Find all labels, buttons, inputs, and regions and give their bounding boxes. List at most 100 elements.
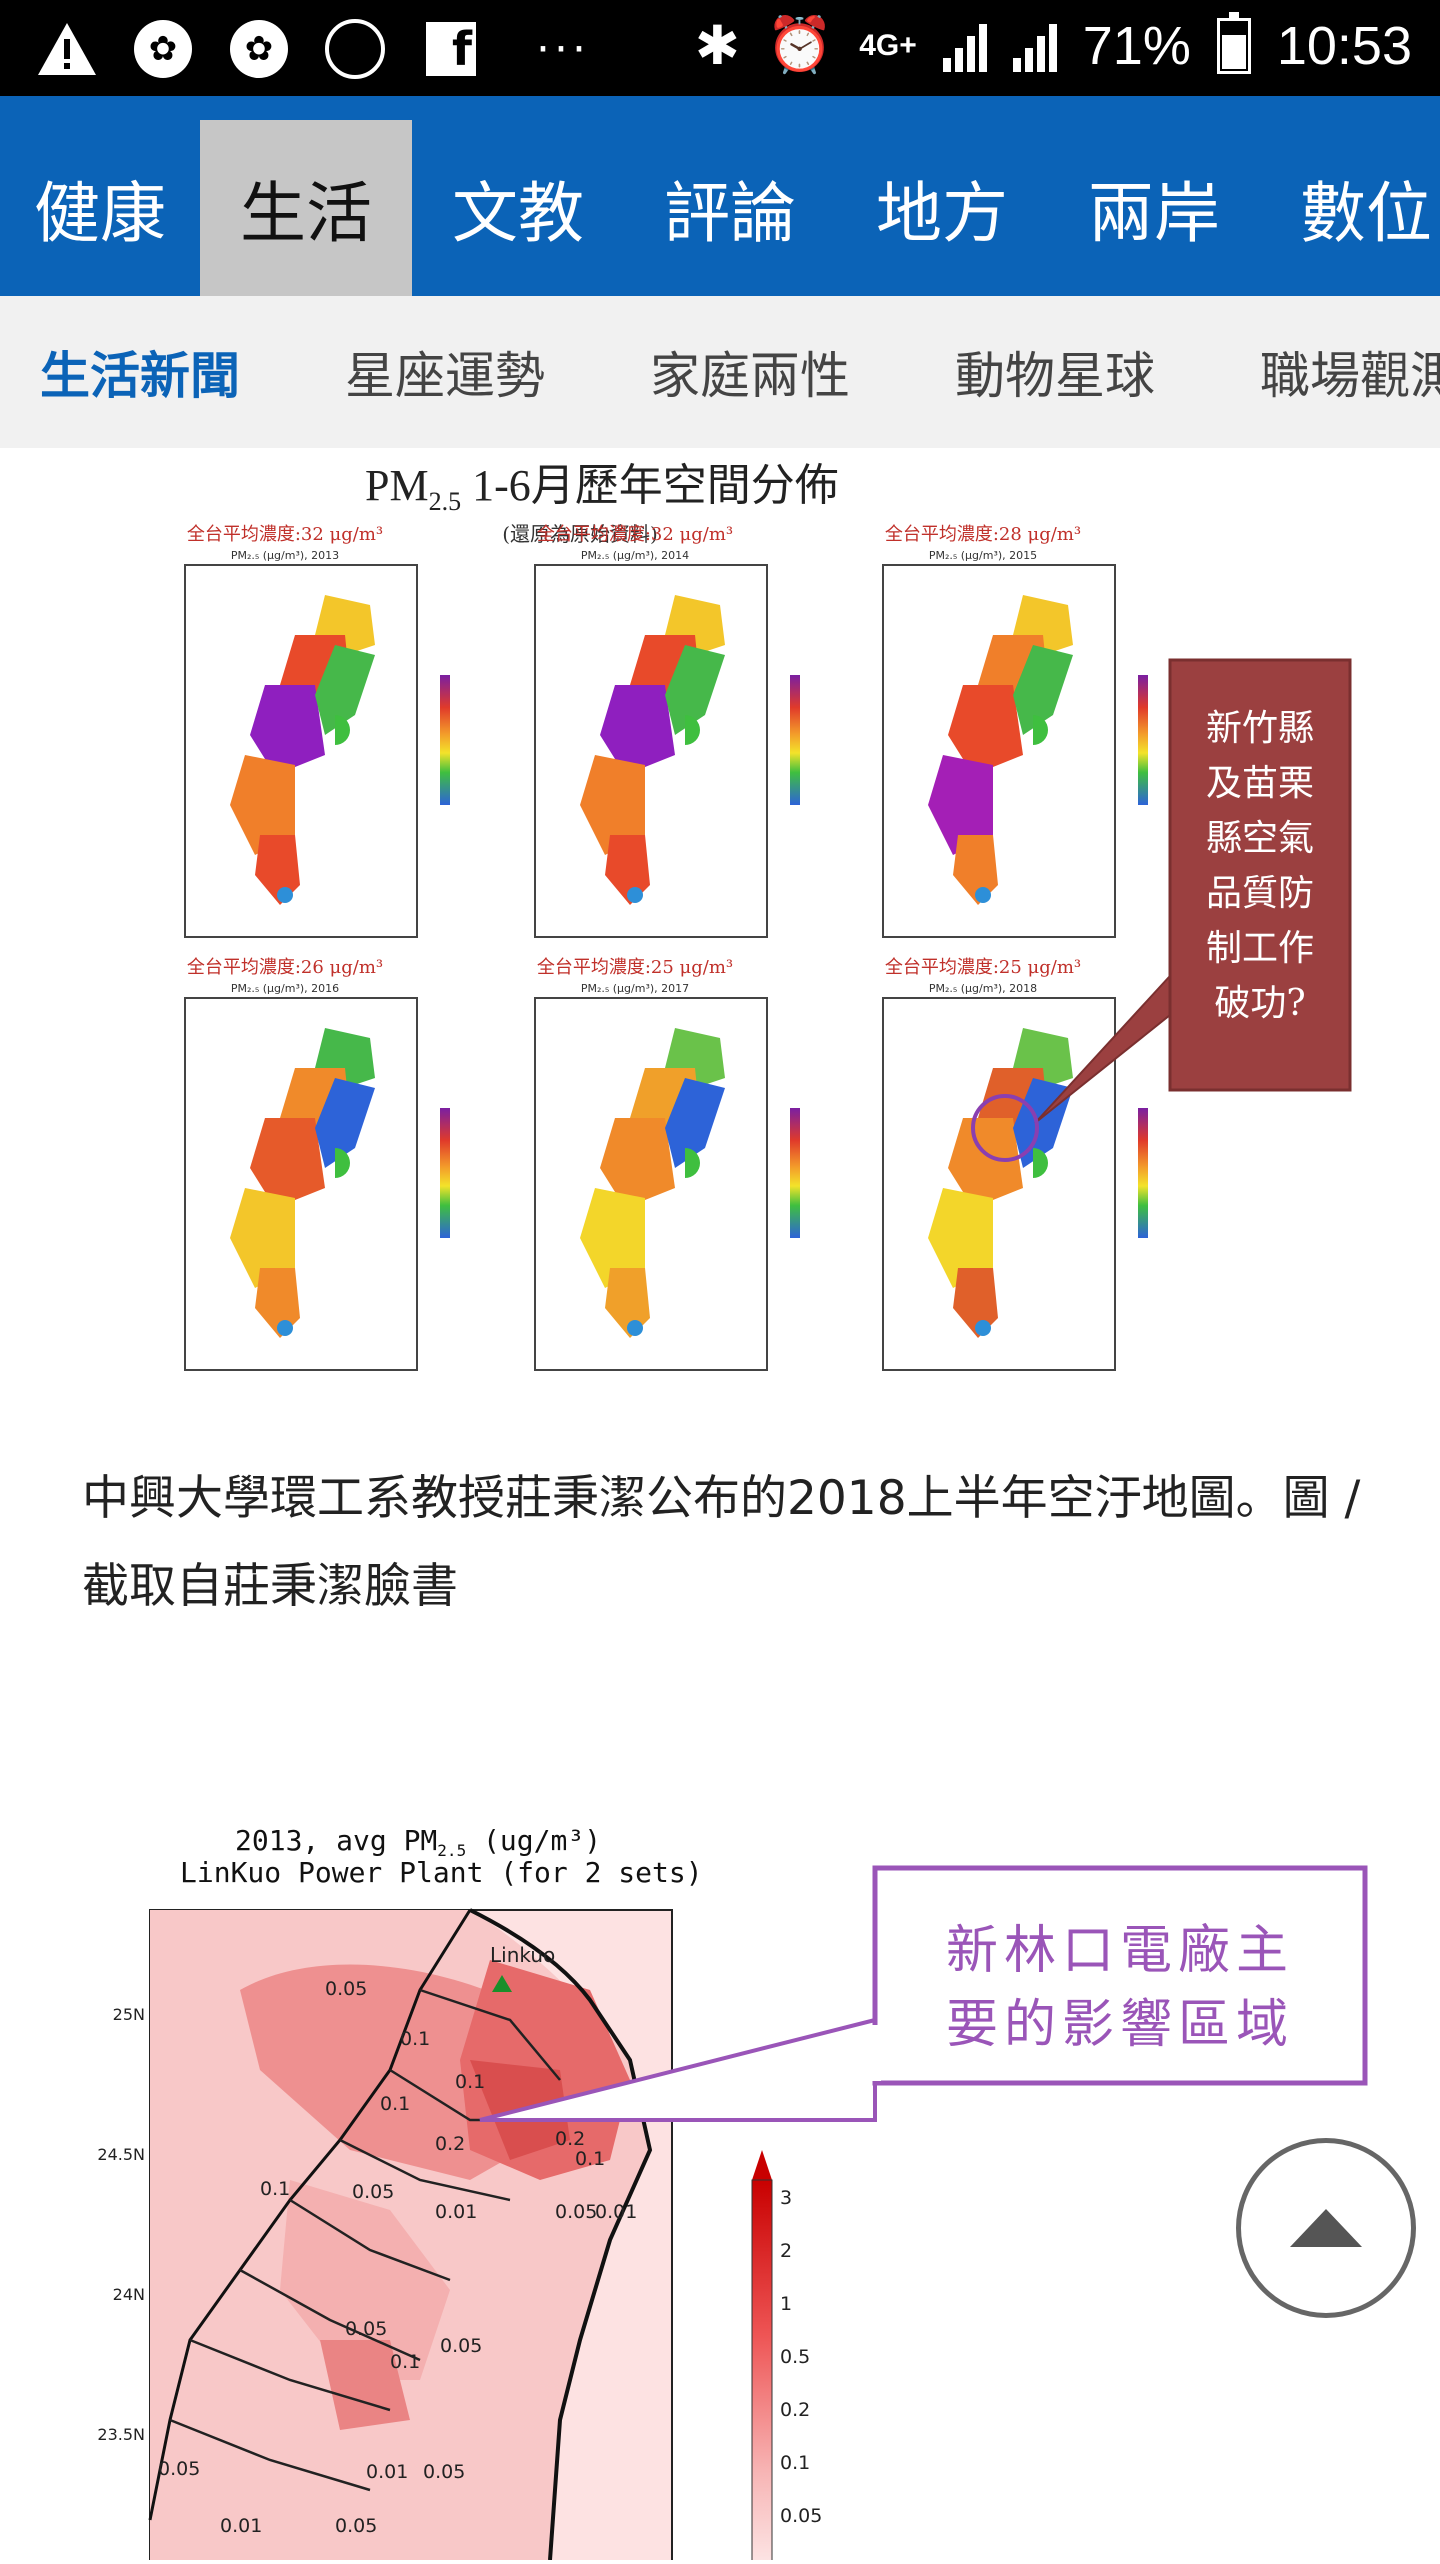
lat-label: 23.5N bbox=[97, 2425, 145, 2444]
callout-line: 及苗栗 bbox=[1206, 763, 1314, 804]
contour-label: 0.05 bbox=[423, 2461, 465, 2483]
panel-label: PM₂.₅ (μg/m³), 2018 bbox=[929, 982, 1037, 995]
panel-colorbar bbox=[1138, 675, 1148, 805]
contour-label: 0.01 bbox=[220, 2515, 262, 2537]
contour-label: 0.01 bbox=[366, 2461, 408, 2483]
tab-culture-education[interactable]: 文教 bbox=[452, 175, 584, 252]
station-label: Linkuo bbox=[490, 1943, 555, 1967]
panel-colorbar bbox=[1138, 1108, 1148, 1238]
figure2-subtitle: LinKuo Power Plant (for 2 sets) bbox=[180, 1856, 703, 1889]
contour-label: 0.1 bbox=[380, 2093, 410, 2115]
chevron-up-icon bbox=[1290, 2209, 1362, 2247]
contour-label: 0.05 bbox=[158, 2458, 200, 2480]
callout-box bbox=[1168, 658, 1352, 1092]
tab-cross-strait[interactable]: 兩岸 bbox=[1088, 175, 1220, 252]
callout-box bbox=[872, 1865, 1368, 2086]
contour-label: 0.05 bbox=[335, 2515, 377, 2537]
panel-header: 全台平均濃度:25 μg/m³ bbox=[537, 957, 733, 978]
panel-colorbar bbox=[440, 675, 450, 805]
subtab-animals[interactable]: 動物星球 bbox=[955, 347, 1155, 405]
legend-value: 0.2 bbox=[780, 2399, 810, 2421]
map-panel: 全台平均濃度:28 μg/m³ PM₂.₅ (μg/m³), 2015 bbox=[882, 524, 1148, 938]
figure2-title: 2013, avg PM2.5 (ug/m³) bbox=[235, 1824, 601, 1860]
alarm-icon: ⏰ bbox=[765, 15, 834, 75]
subtab-workplace[interactable]: 職場觀測 bbox=[1260, 347, 1440, 405]
subtab-life-news[interactable]: 生活新聞 bbox=[40, 347, 240, 405]
station-marker bbox=[492, 1975, 512, 1992]
figure-title: PM2.5 1-6月歷年空間分佈 bbox=[365, 461, 839, 516]
panel-label: PM₂.₅ (μg/m³), 2015 bbox=[929, 549, 1037, 562]
bluetooth-icon: ✱ bbox=[694, 16, 740, 76]
status-bar: ✿ ✿ f ··· ✱ ⏰ 4G+ 71% 10:53 bbox=[0, 0, 1440, 96]
tab-digital[interactable]: 數位 bbox=[1300, 175, 1432, 252]
lat-label: 25N bbox=[113, 2005, 145, 2024]
tab-local[interactable]: 地方 bbox=[876, 175, 1008, 252]
tab-opinion[interactable]: 評論 bbox=[664, 175, 796, 252]
facebook-icon: f bbox=[420, 18, 482, 80]
callout-line: 縣空氣 bbox=[1206, 818, 1314, 859]
map-panel: 全台平均濃度:26 μg/m³ PM₂.₅ (μg/m³), 2016 bbox=[184, 957, 450, 1371]
lat-label: 24N bbox=[113, 2285, 145, 2304]
panel-label: PM₂.₅ (μg/m³), 2014 bbox=[581, 549, 689, 562]
sub-nav: 生活新聞 星座運勢 家庭兩性 動物星球 職場觀測 bbox=[0, 296, 1440, 448]
panel-label: PM₂.₅ (μg/m³), 2016 bbox=[231, 982, 339, 995]
app-icon: ✿ bbox=[132, 18, 194, 80]
contour-label: 0.1 bbox=[400, 2028, 430, 2050]
legend-value: 0.1 bbox=[780, 2452, 810, 2474]
image-caption: 中興大學環工系教授莊秉潔公布的2018上半年空汙地圖。圖 / 截取自莊秉潔臉書 bbox=[82, 1471, 1361, 1614]
contour-label: 0.01 bbox=[595, 2201, 637, 2223]
panel-header: 全台平均濃度:25 μg/m³ bbox=[885, 957, 1081, 978]
tab-life[interactable]: 生活 bbox=[200, 120, 412, 296]
clock: 10:53 bbox=[1276, 15, 1412, 76]
network-label: 4G+ bbox=[859, 28, 917, 62]
callout-line: 要的影響區域 bbox=[946, 1995, 1294, 2055]
contour-label: 0.1 bbox=[390, 2351, 420, 2373]
map-panel: 全台平均濃度:25 μg/m³ PM₂.₅ (μg/m³), 2017 bbox=[534, 957, 800, 1371]
callout-line: 制工作 bbox=[1206, 928, 1314, 969]
figure-subtitle: (還原為原始資料) bbox=[502, 522, 658, 546]
contour-label: 0.05 bbox=[555, 2201, 597, 2223]
panel-colorbar bbox=[790, 675, 800, 805]
contour-label: 0.1 bbox=[260, 2178, 290, 2200]
scroll-to-top-button[interactable] bbox=[1236, 2138, 1416, 2318]
legend-value: 1 bbox=[780, 2293, 792, 2315]
legend-colorbar bbox=[751, 2179, 773, 2564]
subtab-family[interactable]: 家庭兩性 bbox=[650, 347, 850, 405]
contour-label: 0.1 bbox=[455, 2071, 485, 2093]
subtab-horoscope[interactable]: 星座運勢 bbox=[345, 347, 545, 405]
battery-percent: 71% bbox=[1082, 15, 1191, 76]
signal-icon bbox=[942, 20, 987, 72]
panel-label: PM₂.₅ (μg/m³), 2017 bbox=[581, 982, 689, 995]
more-icon: ··· bbox=[536, 23, 590, 75]
panel-colorbar bbox=[790, 1108, 800, 1238]
legend-value: 0.05 bbox=[780, 2505, 822, 2527]
callout-line: 新林口電廠主 bbox=[946, 1921, 1294, 1981]
highlight-circle bbox=[971, 1094, 1039, 1162]
panel-colorbar bbox=[440, 1108, 450, 1238]
callout-line: 品質防 bbox=[1206, 873, 1314, 914]
tab-health[interactable]: 健康 bbox=[34, 175, 166, 252]
panel-label: PM₂.₅ (μg/m³), 2013 bbox=[231, 549, 339, 562]
battery-icon bbox=[1216, 11, 1251, 74]
legend-value: 0.5 bbox=[780, 2346, 810, 2368]
map-panel: 全台平均濃度:25 μg/m³ PM₂.₅ (μg/m³), 2018 bbox=[882, 957, 1148, 1371]
contour-label: 0.05 bbox=[440, 2335, 482, 2357]
contour-label: 0.2 bbox=[555, 2128, 585, 2150]
callout-line: 破功? bbox=[1214, 983, 1305, 1024]
warning-icon bbox=[36, 18, 98, 80]
callout-line: 新竹縣 bbox=[1206, 708, 1314, 749]
pm25-distribution-image: PM2.5 1-6月歷年空間分佈 (還原為原始資料) 全台平均濃度:32 μg/… bbox=[160, 455, 1360, 1415]
sync-icon bbox=[324, 18, 386, 80]
app-icon: ✿ bbox=[228, 18, 290, 80]
panel-header: 全台平均濃度:32 μg/m³ bbox=[187, 524, 383, 545]
contour-label: 0.1 bbox=[575, 2148, 605, 2170]
contour-label: 0.05 bbox=[325, 1978, 367, 2000]
contour-label: 0.05 bbox=[345, 2318, 387, 2340]
panel-header: 全台平均濃度:32 μg/m³ bbox=[537, 524, 733, 545]
contour-label: 0.2 bbox=[435, 2133, 465, 2155]
map-panel: 全台平均濃度:32 μg/m³ PM₂.₅ (μg/m³), 2014 bbox=[534, 524, 800, 938]
legend-value: 2 bbox=[780, 2240, 792, 2262]
map-panel: 全台平均濃度:32 μg/m³ PM₂.₅ (μg/m³), 2013 bbox=[184, 524, 450, 938]
signal-icon bbox=[1012, 20, 1057, 72]
category-nav: 健康 生活 文教 評論 地方 兩岸 數位 bbox=[0, 96, 1440, 296]
